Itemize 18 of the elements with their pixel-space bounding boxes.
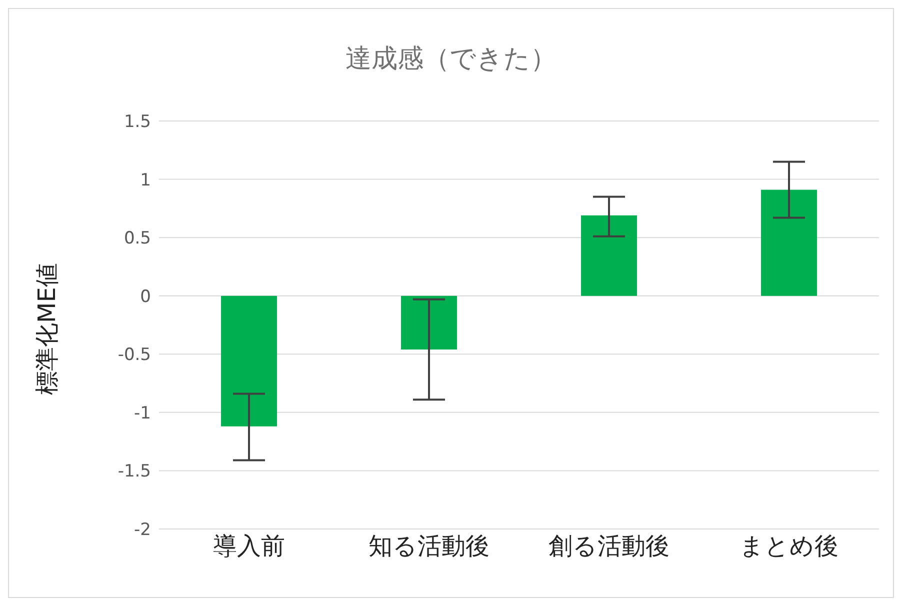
y-tick-label: 1 (140, 170, 151, 190)
y-tick-label: 0.5 (124, 228, 151, 249)
y-tick-label: -0.5 (118, 345, 151, 366)
y-axis-title: 標準化ME値 (32, 263, 62, 395)
chart-title: 達成感（できた） (344, 43, 558, 76)
bar (401, 296, 457, 350)
x-tick-label: 知る活動後 (368, 532, 490, 560)
x-tick-label: 導入前 (213, 532, 285, 560)
y-tick-label: 0 (140, 286, 151, 307)
x-tick-label: 創る活動後 (548, 532, 670, 560)
bar (761, 190, 817, 296)
bar (581, 215, 637, 296)
bar (221, 296, 277, 426)
y-tick-label: -1.5 (118, 462, 151, 482)
x-tick-label: まとめ後 (740, 532, 838, 560)
y-tick-label: -1 (134, 403, 151, 424)
y-tick-label: 1.5 (124, 112, 151, 132)
y-tick-label: -2 (134, 520, 151, 540)
